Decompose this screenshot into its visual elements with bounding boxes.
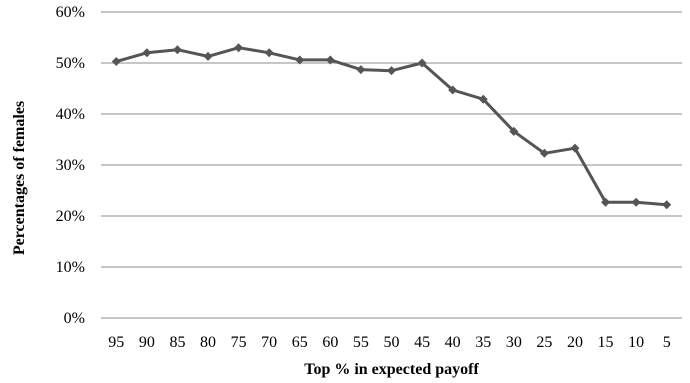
x-tick-label: 20 — [567, 334, 583, 351]
x-tick-label: 45 — [414, 334, 430, 351]
data-point-marker — [356, 65, 366, 75]
y-tick-label: 10% — [56, 259, 85, 276]
data-point-marker — [142, 48, 152, 58]
data-point-marker — [601, 197, 611, 207]
data-point-marker — [448, 85, 458, 95]
x-tick-label: 65 — [292, 334, 308, 351]
data-point-marker — [417, 58, 427, 68]
x-tick-label: 5 — [663, 334, 671, 351]
data-point-marker — [264, 48, 274, 58]
x-tick-label: 75 — [231, 334, 247, 351]
data-point-marker — [203, 51, 213, 61]
y-tick-label: 40% — [56, 106, 85, 123]
data-point-marker — [509, 126, 519, 136]
data-point-marker — [111, 56, 121, 66]
x-tick-label: 85 — [169, 334, 185, 351]
data-point-marker — [662, 200, 672, 210]
data-point-marker — [295, 55, 305, 65]
gridlines — [101, 11, 682, 268]
y-tick-label: 20% — [56, 208, 85, 225]
y-tick-label: 60% — [56, 4, 85, 21]
data-markers — [111, 43, 672, 210]
data-point-marker — [234, 43, 244, 53]
x-tick-label: 70 — [261, 334, 277, 351]
data-point-marker — [570, 143, 580, 153]
x-axis-title: Top % in expected payoff — [304, 361, 479, 378]
data-point-marker — [325, 55, 335, 65]
x-tick-label: 95 — [108, 334, 124, 351]
data-point-marker — [478, 94, 488, 104]
y-axis-title: Percentages of females — [11, 101, 28, 255]
y-tick-label: 30% — [56, 157, 85, 174]
data-point-marker — [539, 148, 549, 158]
x-tick-label: 60 — [322, 334, 338, 351]
x-axis-ticks: 95 90 85 80 75 70 65 60 55 50 45 40 35 30 25 20 15 10 5 — [108, 334, 670, 351]
x-tick-label: 80 — [200, 334, 216, 351]
x-tick-label: 50 — [384, 334, 400, 351]
data-point-marker — [172, 45, 182, 55]
x-tick-label: 15 — [598, 334, 614, 351]
x-tick-label: 30 — [506, 334, 522, 351]
x-tick-label: 10 — [628, 334, 644, 351]
y-axis-ticks: 0% 10% 20% 30% 40% 50% 60% — [56, 4, 85, 327]
x-tick-label: 25 — [536, 334, 552, 351]
x-tick-label: 40 — [445, 334, 461, 351]
x-tick-label: 35 — [475, 334, 491, 351]
y-tick-label: 50% — [56, 55, 85, 72]
data-point-marker — [631, 197, 641, 207]
y-tick-label: 0% — [64, 310, 85, 327]
data-point-marker — [387, 66, 396, 76]
x-tick-label: 90 — [139, 334, 155, 351]
x-tick-label: 55 — [353, 334, 369, 351]
